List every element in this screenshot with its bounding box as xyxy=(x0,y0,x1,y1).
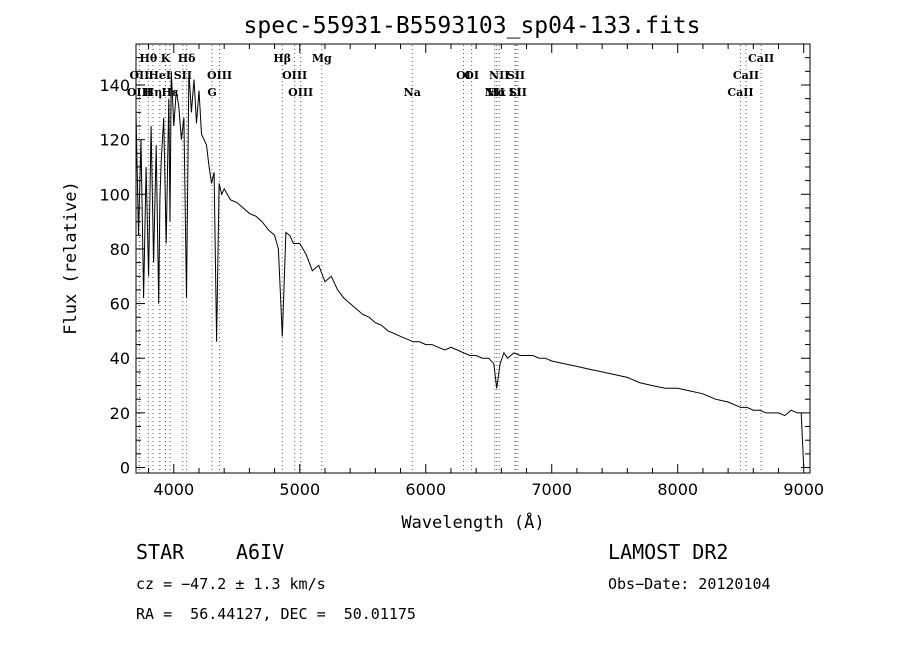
spectral-line-label: Hα xyxy=(487,86,506,99)
y-tick-label: 140 xyxy=(99,76,130,95)
x-tick-label: 9000 xyxy=(783,480,824,499)
spectral-line-label: Hη xyxy=(144,86,162,99)
obs-date: Obs−Date: 20120104 xyxy=(608,575,771,593)
spectral-line-label: NII xyxy=(485,86,505,99)
flux-series-line xyxy=(135,71,805,468)
spectral-line-label: Hε xyxy=(161,86,178,99)
spectral-line-label: SII xyxy=(174,69,192,82)
spectral-line-label: Li xyxy=(509,86,521,99)
redshift-cz: cz = −47.2 ± 1.3 km/s xyxy=(136,575,326,593)
x-axis-label: Wavelength (Å) xyxy=(401,511,544,533)
spectral-line-label: Mg xyxy=(312,52,332,65)
spectral-line-label: OIII xyxy=(282,69,307,82)
chart-title: spec-55931-B5593103_sp04-133.fits xyxy=(244,13,701,39)
spectral-line-label: OIII xyxy=(288,86,313,99)
ra-dec-coordinates: RA = 56.44127, DEC = 50.01175 xyxy=(136,605,416,623)
y-axis-label: Flux (relative) xyxy=(61,181,81,335)
x-axis-ticks: 4000 5000 6000 7000 8000 9000 xyxy=(148,44,824,499)
y-tick-label: 0 xyxy=(120,459,130,478)
spectral-line-label: CaII xyxy=(748,52,774,65)
object-class: STAR xyxy=(136,540,185,564)
y-tick-label: 80 xyxy=(110,240,130,259)
spectral-line-label: OI xyxy=(464,69,479,82)
object-subclass: A6IV xyxy=(236,540,285,564)
spectral-line-label: OI xyxy=(456,69,471,82)
spectral-line-label: Hδ xyxy=(178,52,196,65)
x-tick-label: 6000 xyxy=(405,480,446,499)
x-tick-label: 7000 xyxy=(531,480,572,499)
x-tick-label: 8000 xyxy=(657,480,698,499)
spectral-line-label: Hβ xyxy=(273,52,291,65)
y-tick-label: 40 xyxy=(110,349,130,368)
spectral-line-label: CaII xyxy=(733,69,759,82)
spectral-line-label: OIII xyxy=(127,86,152,99)
spectral-line-label: OII xyxy=(129,69,149,82)
spectral-line-label: CaII xyxy=(727,86,753,99)
spectral-line-label: K xyxy=(161,52,171,65)
survey-name: LAMOST DR2 xyxy=(608,540,729,564)
y-tick-label: 20 xyxy=(110,404,130,423)
plot-frame xyxy=(135,43,811,474)
y-axis-ticks: 0 20 40 60 80 100 120 140 xyxy=(99,57,810,478)
spectral-line-label: Na xyxy=(404,86,421,99)
spectral-line-label: G xyxy=(207,86,216,99)
spectral-line-markers xyxy=(138,45,762,472)
y-tick-label: 100 xyxy=(99,185,130,204)
spectral-line-label: OIII xyxy=(207,69,232,82)
spectral-line-label: NII xyxy=(489,69,509,82)
spectral-line-label: HeI xyxy=(149,69,172,82)
spectral-line-label: SII xyxy=(507,69,525,82)
x-tick-label: 5000 xyxy=(279,480,320,499)
y-tick-label: 120 xyxy=(99,131,130,150)
x-tick-label: 4000 xyxy=(153,480,194,499)
y-tick-label: 60 xyxy=(110,295,130,314)
spectral-line-label: SII xyxy=(509,86,527,99)
spectral-line-label: Hθ xyxy=(139,52,157,65)
